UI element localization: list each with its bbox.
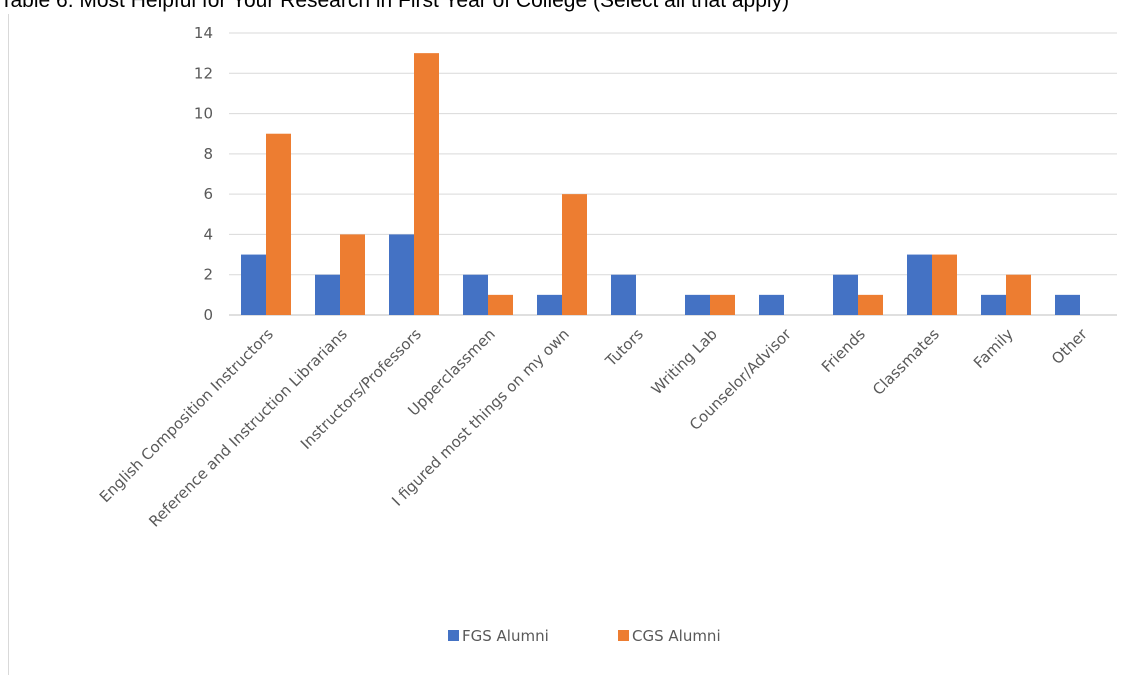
bar-cgs-alumni	[414, 53, 439, 316]
y-tick-label: 10	[194, 105, 213, 123]
category-label: Instructors/Professors	[297, 325, 425, 453]
bar-fgs-alumni	[463, 274, 488, 315]
bar-cgs-alumni	[710, 294, 735, 315]
legend: FGS Alumni CGS Alumni	[448, 627, 721, 645]
bar-cgs-alumni	[266, 133, 291, 315]
bar-cgs-alumni	[562, 194, 587, 315]
bar-fgs-alumni	[537, 294, 562, 315]
y-tick-label: 0	[203, 306, 213, 324]
y-tick-labels: 0 2 4 6 8 10 12 14	[194, 24, 213, 324]
category-label: Classmates	[869, 325, 943, 399]
bar-fgs-alumni	[241, 254, 266, 315]
gridlines	[229, 32, 1117, 316]
bar-cgs-alumni	[858, 294, 883, 315]
y-tick-label: 14	[194, 24, 213, 42]
bar-fgs-alumni	[389, 234, 414, 315]
legend-swatch	[618, 630, 629, 641]
category-labels: English Composition InstructorsReference…	[96, 325, 1092, 531]
category-label: Family	[970, 325, 1017, 372]
legend-label: CGS Alumni	[632, 627, 721, 645]
legend-label: FGS Alumni	[462, 627, 549, 645]
bar-fgs-alumni	[981, 294, 1006, 315]
bar-fgs-alumni	[685, 294, 710, 315]
category-label: Tutors	[601, 325, 647, 371]
bars	[241, 53, 1080, 316]
bar-fgs-alumni	[907, 254, 932, 315]
y-tick-label: 12	[194, 64, 213, 82]
bar-fgs-alumni	[759, 294, 784, 315]
bar-cgs-alumni	[932, 254, 957, 315]
page-title: Table 6. Most Helpful for Your Research …	[0, 0, 790, 12]
category-label: Writing Lab	[648, 325, 721, 398]
y-tick-label: 4	[203, 225, 213, 243]
y-tick-label: 8	[203, 145, 213, 163]
category-label: Friends	[818, 325, 869, 376]
legend-swatch	[448, 630, 459, 641]
category-label: Other	[1048, 325, 1091, 368]
bar-fgs-alumni	[1055, 294, 1080, 315]
bar-cgs-alumni	[1006, 274, 1031, 315]
chart-frame	[8, 14, 1145, 675]
bar-cgs-alumni	[488, 294, 513, 315]
bar-fgs-alumni	[611, 274, 636, 315]
bar-cgs-alumni	[340, 234, 365, 315]
y-tick-label: 2	[203, 266, 213, 284]
y-tick-label: 6	[203, 185, 213, 203]
bar-fgs-alumni	[833, 274, 858, 315]
bar-fgs-alumni	[315, 274, 340, 315]
